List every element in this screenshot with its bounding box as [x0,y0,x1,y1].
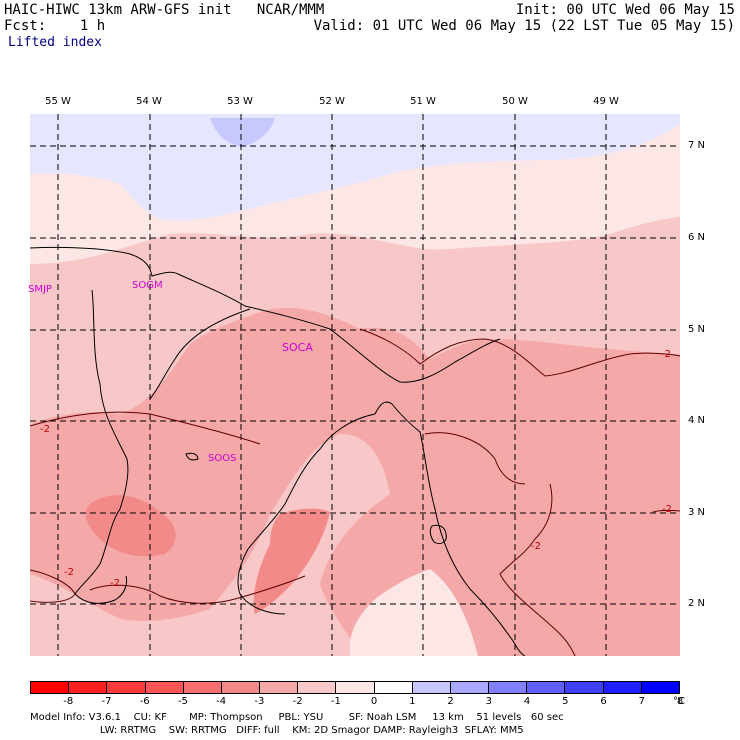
lifted-index-map [30,114,680,656]
colorbar-swatch [221,682,261,693]
coastlines [30,246,526,656]
lon-label: 54 W [136,96,162,107]
colorbar-tick-label: -2 [292,696,303,707]
colorbar-swatch [565,682,604,693]
colorbar-tick-label: 5 [562,696,569,707]
colorbar-tick-label: 1 [409,696,416,707]
colorbar-tick-label: 2 [447,696,454,707]
colorbar-swatch [374,682,413,693]
coastline [30,246,501,383]
colorbar-tick-label: -4 [216,696,227,707]
colorbar-swatch [489,682,528,693]
border [74,289,129,595]
station-label: SMJP [28,284,52,295]
lon-label: 49 W [593,96,619,107]
lon-label: 52 W [319,96,345,107]
colorbar-swatch [298,682,337,693]
colorbar-swatch [450,682,490,693]
model-info-line2: LW: RRTMG SW: RRTMG DIFF: full KM: 2D Sm… [30,725,524,736]
colorbar-swatch [260,682,299,693]
colorbar-tick-label: -6 [139,696,150,707]
contour-line [30,411,261,445]
station-label: SOOS [208,453,237,464]
header-title: HAIC-HIWC 13km ARW-GFS init NCAR/MMM [4,2,325,18]
stable-core [210,118,275,146]
colorbar-swatch [69,682,108,693]
field-name: Lifted index [8,35,102,50]
colorbar-tick-label: 6 [600,696,607,707]
contour-value: -2 [110,578,120,589]
contour-value: -2 [662,504,672,515]
island [429,524,447,545]
colorbar-tick-label: 7 [638,696,645,707]
colorbar-tick-label: 3 [485,696,492,707]
border [74,575,128,604]
colorbar [30,681,680,694]
contour-line [359,328,680,377]
border [237,413,376,615]
colorbar-swatch [527,682,566,693]
lat-label: 5 N [688,324,706,335]
colorbar-swatch [107,682,146,693]
colorbar-tick-label: -8 [63,696,74,707]
contour-value: -2 [40,424,50,435]
contour-line [652,509,680,513]
colorbar-tick-label: -7 [101,696,112,707]
lat-label: 3 N [688,507,706,518]
colorbar-tick-label: -1 [330,696,341,707]
contour-line [424,432,526,485]
contour-core--3 [85,495,176,557]
colorbar-tick-label: 0 [370,696,378,707]
header-init: Init: 00 UTC Wed 06 May 15 [515,2,735,18]
station-label: SOGM [132,280,163,291]
near-neutral-region [349,569,478,656]
stable-region [30,114,680,221]
border [374,401,526,656]
colorbar-tick-label: 4 [523,696,531,707]
contour-band--2 [30,307,680,656]
colorbar-unit: °C [673,696,685,707]
contour-line [89,575,306,604]
lon-label: 55 W [45,96,71,107]
lat-label: 7 N [688,140,706,151]
lat-label: 6 N [688,232,706,243]
colorbar-swatch [336,682,375,693]
colorbar-swatch [641,682,679,693]
station-label: SOCA [282,341,313,354]
contour-value: -2 [531,541,541,552]
colorbar-swatch [145,682,184,693]
lon-label: 53 W [227,96,253,107]
border [149,308,251,400]
contour-line [499,483,576,656]
header-valid: Valid: 01 UTC Wed 06 May 15 (22 LST Tue … [313,18,735,34]
colorbar-swatch [603,682,642,693]
map-grid [30,114,680,656]
model-info-line1: Model Info: V3.6.1 CU: KF MP: Thompson P… [30,712,564,723]
lat-label: 2 N [688,598,706,609]
lon-label: 51 W [410,96,436,107]
colorbar-swatch [412,682,451,693]
lon-label: 50 W [502,96,528,107]
contour-value: -2 [661,349,671,360]
colorbar-tick-label: 8 [676,696,684,707]
island [185,452,199,461]
lat-label: 4 N [688,415,706,426]
colorbar-tick-label: -3 [254,696,265,707]
header-forecast: Fcst: 1 h [4,18,106,34]
colorbar-tick-label: -5 [177,696,188,707]
colorbar-swatch [183,682,222,693]
colorbar-swatch [31,682,70,693]
contour-value: -2 [64,567,74,578]
